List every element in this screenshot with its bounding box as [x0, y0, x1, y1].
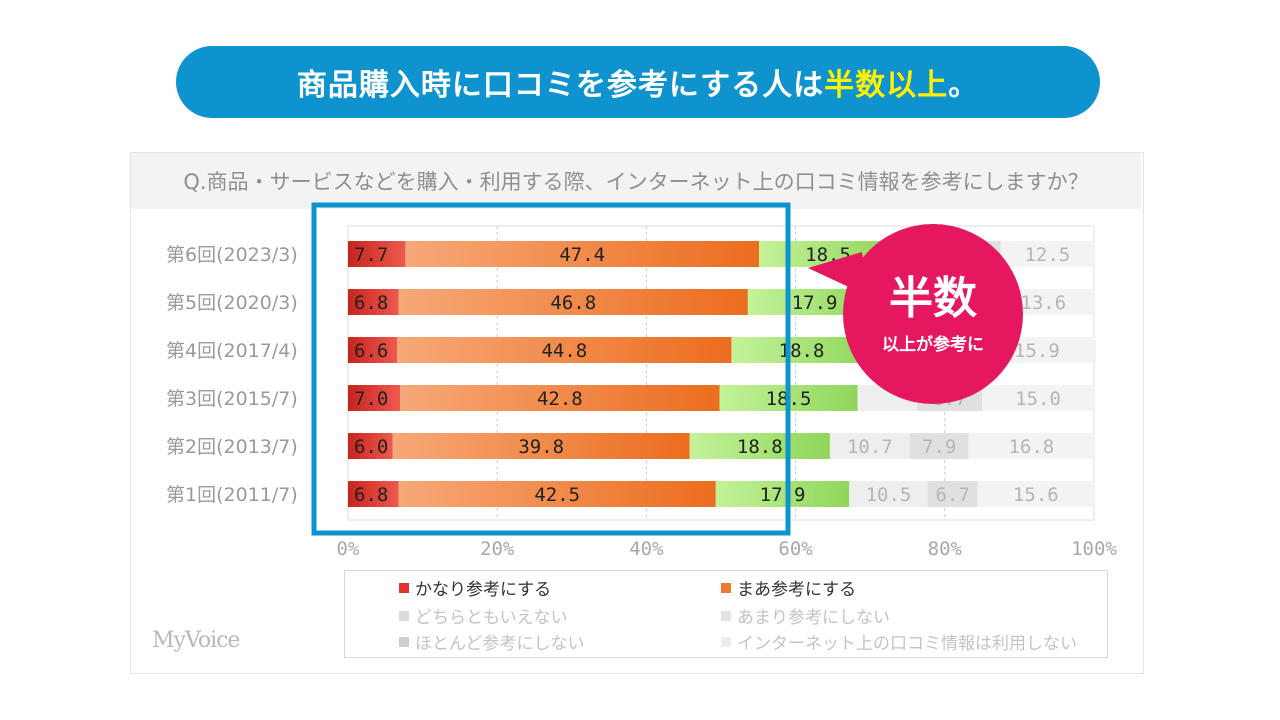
bar-segment: [927, 481, 978, 507]
x-tick-label: 40%: [629, 538, 664, 560]
brand-logo: MyVoice: [152, 628, 240, 653]
bar-segment: [909, 433, 969, 459]
bar-segment: [348, 481, 399, 507]
data-label: 16.8: [1008, 436, 1054, 458]
data-label: 44.8: [541, 340, 587, 362]
bar-segment: [348, 385, 401, 411]
legend-swatch-4: [721, 610, 731, 621]
data-label: 46.8: [550, 292, 596, 314]
callout-badge: 半数 以上が参考に: [843, 224, 1023, 404]
data-label: 42.5: [534, 484, 580, 506]
callout-small-text: 以上が参考に: [882, 335, 984, 355]
bar-segment: [392, 433, 690, 459]
legend-label-2: まあ参考にする: [737, 580, 857, 600]
legend-swatch-1: [399, 582, 409, 593]
legend-label-3: どちらともいえない: [415, 608, 568, 628]
data-label: 17.9: [760, 484, 806, 506]
legend-item-4: あまり参考にしない: [721, 603, 890, 628]
data-label: 13.6: [1020, 292, 1066, 314]
category-label: 第5回(2020/3): [166, 292, 298, 314]
category-label: 第6回(2023/3): [166, 244, 298, 266]
category-label: 第4回(2017/4): [166, 340, 298, 362]
bar-segment: [348, 433, 393, 459]
legend-label-1: かなり参考にする: [415, 580, 552, 600]
bar-segment: [348, 337, 398, 363]
bar-segment: [348, 289, 399, 315]
legend-swatch-5: [399, 636, 409, 647]
data-label: 15.6: [1013, 484, 1059, 506]
data-label: 7.7: [354, 244, 388, 266]
headline-main: 商品購入時に口コミを参考にする人は: [296, 68, 825, 103]
legend-swatch-3: [399, 610, 409, 621]
highlight-frame: [311, 202, 791, 536]
legend-item-1: かなり参考にする: [399, 575, 551, 600]
bar-segment: [829, 433, 910, 459]
headline-text: 商品購入時に口コミを参考にする人は半数以上。: [297, 60, 979, 104]
headline-banner: 商品購入時に口コミを参考にする人は半数以上。: [176, 46, 1100, 118]
category-label: 第3回(2015/7): [166, 388, 298, 410]
data-label: 47.4: [559, 244, 605, 266]
legend-item-5: ほとんど参考にしない: [399, 629, 585, 654]
bar-segment: [977, 481, 1094, 507]
data-label: 42.8: [537, 388, 583, 410]
question-text: Q.商品・サービスなどを購入・利用する際、インターネット上の口コミ情報を参考にし…: [183, 170, 1089, 194]
bar-segment: [397, 337, 732, 363]
data-label: 10.5: [866, 484, 912, 506]
data-label: 7.9: [922, 436, 956, 458]
headline-end: 。: [948, 68, 980, 103]
data-label: 6.6: [354, 340, 388, 362]
legend-label-6: インターネット上の口コミ情報は利用しない: [737, 634, 1077, 654]
bar-segment: [398, 481, 716, 507]
bar-segment: [400, 385, 720, 411]
category-label: 第1回(2011/7): [166, 484, 298, 506]
data-label: 6.0: [354, 436, 388, 458]
question-bar: Q.商品・サービスなどを購入・利用する際、インターネット上の口コミ情報を参考にし…: [131, 153, 1141, 209]
bar-segment: [398, 289, 748, 315]
bar-segment: [348, 241, 406, 267]
data-label: 12.5: [1024, 244, 1070, 266]
data-label: 18.8: [737, 436, 783, 458]
legend-swatch-6: [721, 636, 731, 647]
legend-label-4: あまり参考にしない: [737, 608, 890, 628]
headline-highlight: 半数以上: [824, 68, 949, 103]
bar-segment: [405, 241, 760, 267]
bar-segment: [982, 385, 1094, 411]
bar-segment: [715, 481, 850, 507]
legend-label-5: ほとんど参考にしない: [415, 634, 585, 654]
data-label: 15.0: [1015, 388, 1061, 410]
bar-segment: [1000, 241, 1094, 267]
data-label: 6.7: [935, 484, 969, 506]
bar-segment: [849, 481, 928, 507]
x-tick-label: 60%: [778, 538, 813, 560]
legend-item-3: どちらともいえない: [399, 603, 568, 628]
data-label: 17.9: [792, 292, 838, 314]
plot-area: [347, 225, 1095, 521]
legend-swatch-2: [721, 582, 731, 593]
bar-segment: [689, 433, 830, 459]
callout-big-text: 半数: [889, 273, 977, 324]
x-tick-label: 0%: [337, 538, 360, 560]
category-label: 第2回(2013/7): [166, 436, 298, 458]
data-label: 15.9: [1014, 340, 1060, 362]
data-label: 10.7: [847, 436, 893, 458]
data-label: 6.8: [354, 292, 388, 314]
data-label: 6.8: [354, 484, 388, 506]
legend-item-2: まあ参考にする: [721, 575, 856, 600]
chart-legend: かなり参考にする まあ参考にする どちらともいえない あまり参考にしない ほとん…: [344, 570, 1108, 658]
legend-item-6: インターネット上の口コミ情報は利用しない: [721, 629, 1077, 654]
x-tick-label: 100%: [1071, 538, 1117, 560]
x-tick-label: 20%: [480, 538, 515, 560]
data-label: 7.0: [354, 388, 388, 410]
data-label: 39.8: [518, 436, 564, 458]
x-tick-label: 80%: [928, 538, 963, 560]
bar-segment: [968, 433, 1094, 459]
